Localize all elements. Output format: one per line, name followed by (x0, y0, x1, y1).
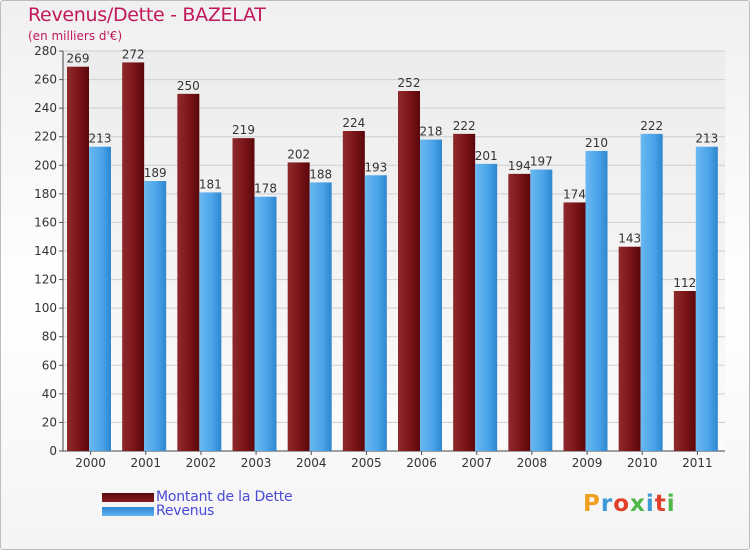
data-label-debt: 143 (618, 232, 641, 246)
data-label-revenue: 201 (475, 149, 498, 163)
data-label-debt: 272 (122, 47, 145, 61)
bar-revenue (144, 181, 167, 451)
bar-debt (177, 93, 200, 451)
data-label-revenue: 178 (254, 182, 277, 196)
x-tick-label: 2009 (572, 456, 603, 470)
x-tick-label: 2004 (296, 456, 327, 470)
logo-letter: o (613, 491, 631, 517)
bar-debt (398, 91, 420, 451)
data-label-revenue: 189 (144, 166, 167, 180)
bar-revenue (585, 151, 608, 451)
x-tick-label: 2002 (186, 456, 217, 470)
y-tick-label: 80 (42, 330, 57, 344)
logo-letter: i (666, 491, 676, 517)
bar-revenue (695, 146, 718, 451)
data-label-revenue: 213 (89, 132, 112, 146)
data-label-debt: 219 (232, 123, 255, 137)
logo-letter: r (600, 491, 614, 517)
bar-debt (67, 66, 89, 451)
data-label-revenue: 193 (364, 160, 387, 174)
x-tick-label: 2005 (351, 456, 382, 470)
x-tick-label: 2010 (627, 456, 658, 470)
bar-revenue (640, 133, 663, 451)
data-label-debt: 112 (673, 276, 696, 290)
data-label-revenue: 188 (309, 167, 332, 181)
y-tick-label: 260 (34, 73, 57, 87)
bar-revenue (530, 169, 553, 452)
legend-swatch-revenue (102, 506, 154, 516)
legend-swatch-debt (102, 492, 154, 502)
data-label-revenue: 222 (640, 119, 663, 133)
logo-letter: t (654, 491, 667, 517)
data-label-revenue: 181 (199, 177, 222, 191)
data-label-revenue: 197 (530, 155, 553, 169)
y-tick-label: 100 (34, 301, 57, 315)
bar-debt (453, 133, 476, 451)
data-label-revenue: 218 (420, 125, 443, 139)
data-label-debt: 224 (342, 116, 365, 130)
y-tick-label: 60 (42, 358, 57, 372)
bar-revenue (89, 146, 111, 451)
y-tick-label: 20 (42, 415, 57, 429)
y-tick-label: 200 (34, 158, 57, 172)
chart-subtitle: (en milliers d'€) (28, 29, 123, 43)
data-label-revenue: 213 (695, 132, 718, 146)
chart-title: Revenus/Dette - BAZELAT (28, 4, 266, 26)
data-label-revenue: 210 (585, 136, 608, 150)
data-label-debt: 250 (177, 79, 200, 93)
y-tick-label: 280 (34, 44, 57, 58)
bar-revenue (254, 196, 277, 451)
bar-debt (122, 62, 145, 452)
bar-revenue (420, 139, 442, 452)
x-tick-label: 2007 (461, 456, 492, 470)
y-tick-label: 0 (49, 444, 57, 458)
y-tick-label: 160 (34, 215, 57, 229)
x-tick-label: 2000 (75, 456, 106, 470)
bar-debt (342, 131, 365, 451)
bar-revenue (475, 163, 498, 451)
proxiti-logo: Proxiti (583, 491, 676, 517)
y-tick-label: 180 (34, 187, 57, 201)
bar-revenue (309, 182, 332, 451)
bar-debt (673, 291, 696, 451)
legend-item-debt: Montant de la Dette (102, 489, 293, 505)
data-label-debt: 202 (287, 147, 310, 161)
x-tick-label: 2006 (406, 456, 437, 470)
bar-debt (287, 162, 310, 451)
bar-debt (618, 246, 641, 451)
data-label-debt: 174 (563, 187, 586, 201)
logo-letter: x (630, 491, 646, 517)
legend-label-debt: Montant de la Dette (156, 489, 293, 505)
data-label-debt: 269 (67, 52, 90, 66)
bar-debt (563, 202, 586, 451)
y-tick-label: 220 (34, 130, 57, 144)
x-tick-label: 2011 (682, 456, 713, 470)
y-tick-label: 120 (34, 273, 57, 287)
bar-debt (232, 138, 255, 451)
x-tick-label: 2001 (130, 456, 161, 470)
bar-revenue (199, 192, 222, 451)
x-tick-label: 2008 (517, 456, 548, 470)
logo-letter: i (645, 491, 655, 517)
y-tick-label: 240 (34, 101, 57, 115)
bar-debt (508, 173, 531, 451)
legend-item-revenue: Revenus (102, 503, 214, 519)
y-tick-label: 40 (42, 387, 57, 401)
data-label-debt: 252 (398, 76, 421, 90)
data-label-debt: 222 (453, 119, 476, 133)
logo-letter: P (583, 491, 601, 517)
x-tick-label: 2003 (241, 456, 272, 470)
data-label-debt: 194 (508, 159, 531, 173)
y-tick-label: 140 (34, 244, 57, 258)
bar-revenue (364, 175, 387, 452)
legend-label-revenue: Revenus (156, 503, 215, 519)
